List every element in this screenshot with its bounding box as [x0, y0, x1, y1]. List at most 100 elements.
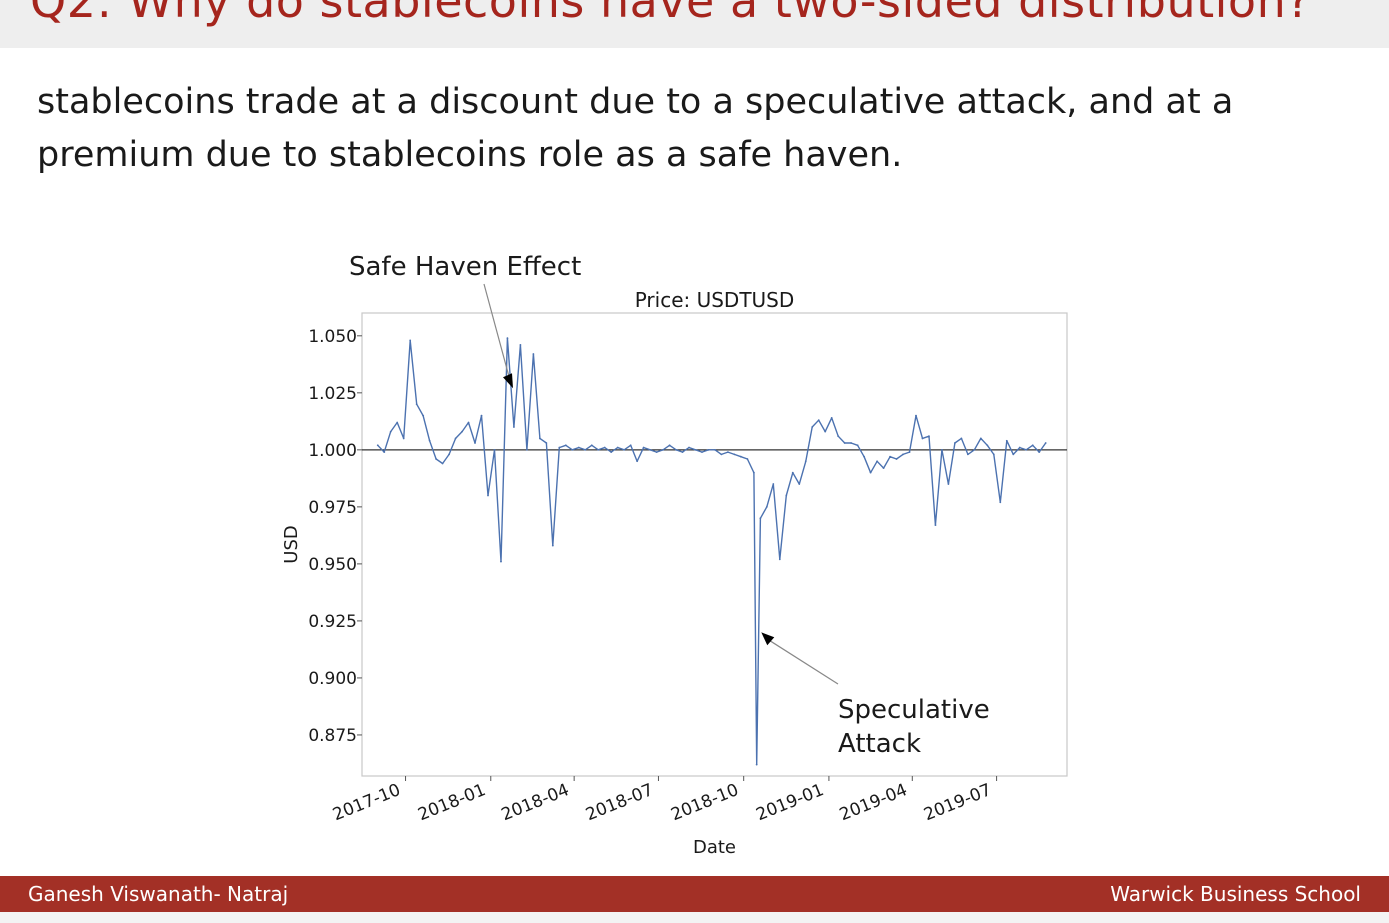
data-point — [694, 448, 697, 451]
data-point — [590, 444, 593, 447]
data-point — [830, 417, 833, 419]
data-point — [908, 451, 911, 454]
data-point — [928, 435, 930, 438]
data-point — [772, 483, 775, 485]
data-point — [895, 458, 898, 460]
data-point — [850, 442, 853, 444]
y-tick-label: 0.950 — [308, 555, 357, 575]
footer-strip — [0, 912, 1389, 923]
data-point — [1044, 442, 1047, 444]
data-point — [1025, 448, 1028, 451]
data-point — [934, 524, 937, 527]
data-point — [856, 444, 859, 447]
data-point — [428, 439, 431, 442]
data-point — [649, 448, 652, 451]
data-point — [915, 414, 917, 417]
data-point — [804, 460, 807, 463]
data-point — [480, 414, 483, 417]
data-point — [383, 451, 386, 454]
data-point — [791, 471, 794, 474]
data-point — [986, 444, 989, 447]
y-tick-label: 0.925 — [308, 612, 357, 632]
data-point — [941, 448, 943, 451]
data-point — [837, 435, 840, 438]
data-point — [973, 448, 976, 451]
y-axis-label: USD — [281, 525, 302, 563]
x-tick-label: 2018-07 — [583, 780, 656, 825]
slide-title-bar: Q2: Why do stablecoins have a two-sided … — [0, 0, 1389, 48]
data-point — [1018, 446, 1021, 449]
data-point — [616, 446, 619, 449]
data-point — [811, 426, 814, 428]
data-point — [740, 455, 742, 458]
data-point — [376, 444, 379, 447]
x-axis-label: Date — [693, 837, 736, 858]
x-tick-label: 2019-04 — [837, 780, 910, 825]
y-tick-label: 1.000 — [308, 441, 357, 461]
x-tick-label: 2019-01 — [753, 780, 826, 825]
data-point — [642, 446, 645, 449]
data-point — [681, 451, 684, 454]
data-point — [765, 505, 768, 508]
data-point — [733, 453, 736, 456]
slide-body-text: stablecoins trade at a discount due to a… — [37, 82, 1234, 175]
data-point — [785, 494, 788, 497]
data-point — [538, 437, 541, 440]
annotation-speculative-attack: Speculative Attack — [838, 695, 990, 759]
data-point — [435, 458, 438, 460]
data-point — [954, 442, 956, 444]
data-point — [1038, 451, 1041, 454]
data-point — [636, 460, 639, 463]
data-point — [513, 426, 515, 428]
data-point — [545, 442, 548, 444]
data-point — [999, 501, 1002, 504]
data-point — [707, 448, 710, 451]
chart-title: Price: USDTUSD — [635, 288, 795, 312]
y-tick-label: 0.875 — [308, 726, 357, 746]
data-point — [947, 483, 950, 485]
data-point — [992, 453, 995, 456]
x-tick-label: 2018-01 — [415, 780, 488, 825]
annotation-arrow-line — [483, 283, 511, 381]
data-point — [415, 403, 418, 406]
data-point — [778, 558, 781, 561]
data-point — [461, 430, 463, 433]
data-point — [843, 442, 846, 444]
y-tick-label: 1.025 — [308, 384, 357, 404]
data-point — [675, 448, 677, 451]
data-point — [448, 453, 450, 456]
footer-bar: Ganesh Viswanath- Natraj Warwick Busines… — [0, 876, 1389, 912]
data-point — [921, 437, 924, 440]
data-point — [1012, 453, 1015, 456]
data-point — [755, 763, 758, 766]
data-point — [960, 437, 963, 440]
data-point — [389, 430, 392, 433]
data-point — [441, 462, 444, 465]
data-point — [584, 448, 587, 451]
data-point — [727, 451, 729, 454]
data-point — [655, 451, 658, 454]
slide-title: Q2: Why do stablecoins have a two-sided … — [30, 0, 1312, 28]
footer-author: Ganesh Viswanath- Natraj — [28, 882, 289, 906]
data-point — [402, 437, 405, 440]
data-point — [526, 448, 528, 451]
data-point — [1031, 444, 1034, 447]
data-point — [532, 353, 535, 355]
annotation-safe-haven: Safe Haven Effect — [349, 252, 581, 282]
data-point — [662, 448, 664, 451]
data-point — [577, 446, 580, 449]
data-point — [966, 453, 969, 456]
data-point — [474, 442, 476, 444]
data-point — [467, 421, 470, 424]
data-point — [558, 446, 561, 449]
data-point — [720, 453, 723, 456]
data-point — [610, 451, 613, 454]
data-point — [422, 414, 425, 417]
data-point — [409, 339, 412, 342]
annotation-arrowhead — [761, 632, 775, 646]
x-tick-label: 2018-04 — [499, 780, 572, 825]
data-point — [889, 455, 891, 458]
data-point — [863, 455, 866, 458]
data-point — [500, 560, 502, 563]
annotation-arrowhead — [503, 373, 514, 389]
